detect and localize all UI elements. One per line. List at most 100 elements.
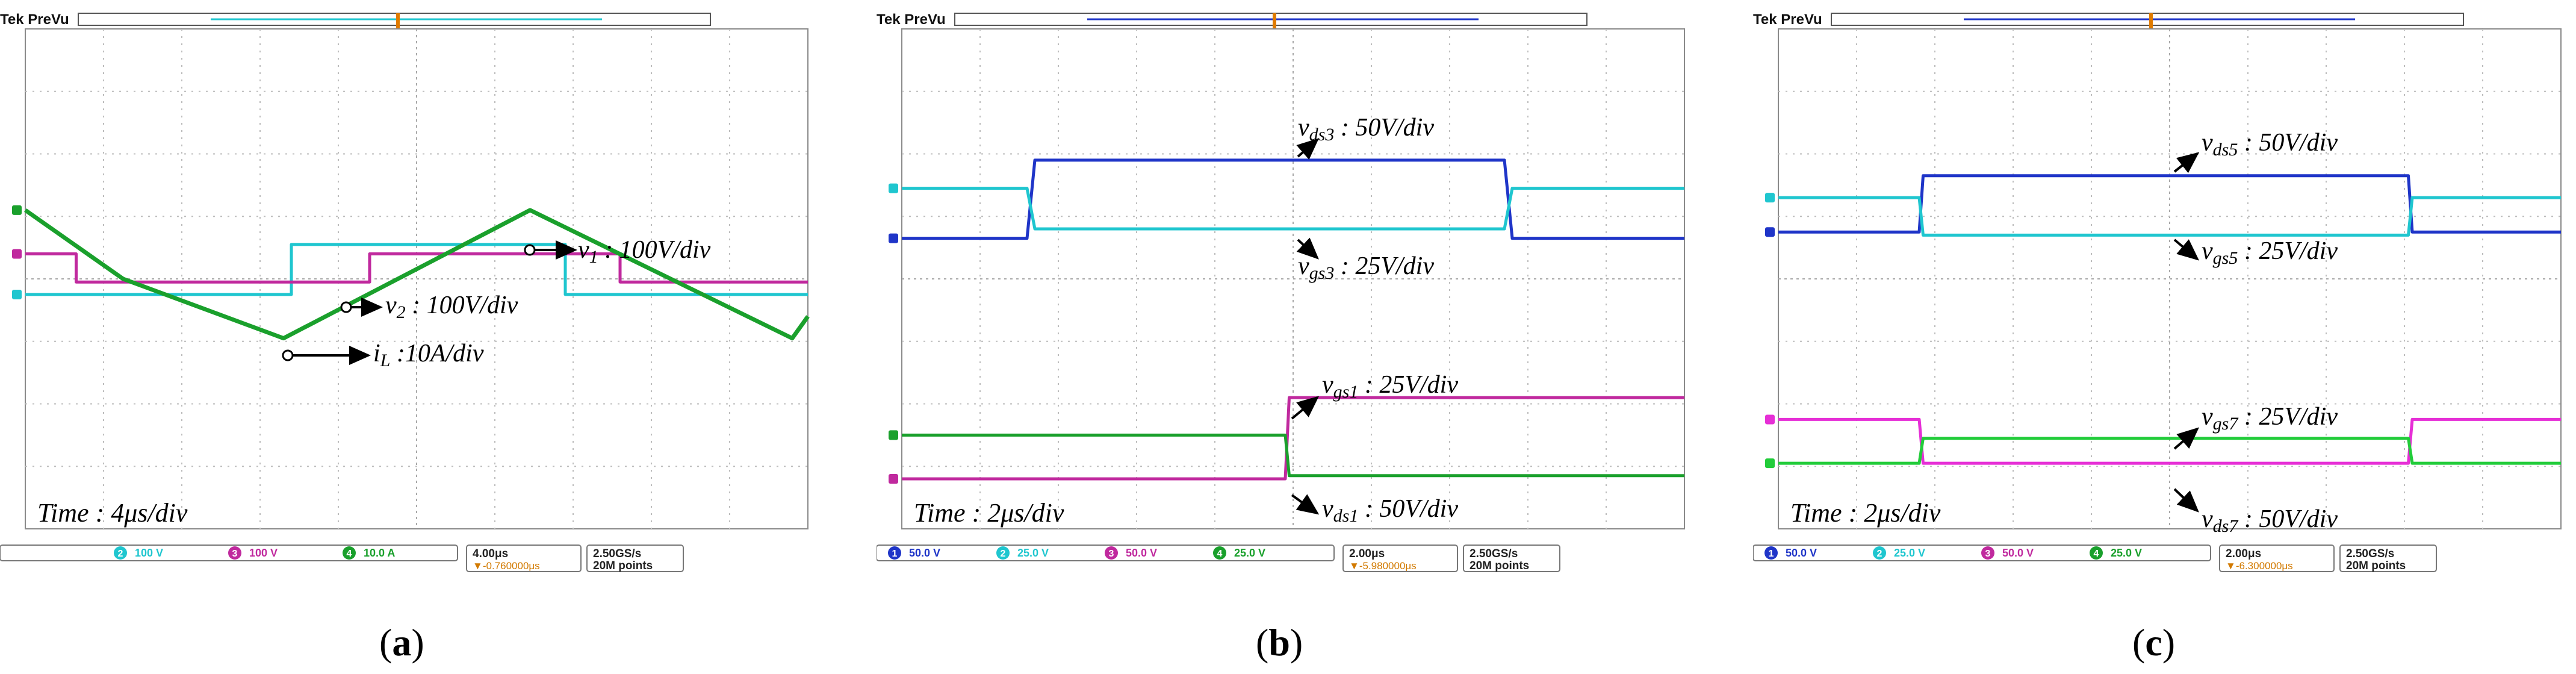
sample-rate-box	[1463, 545, 1560, 572]
channel-scale: 10.0 A	[364, 547, 395, 559]
time-per-div-label: Time : 4μs/div	[37, 498, 188, 528]
annotation-label: vds5 : 50V/div	[2202, 129, 2338, 160]
annotation-label: iL :10A/div	[373, 340, 484, 370]
annotation-dot	[282, 349, 294, 361]
caption-a: (a)	[379, 621, 424, 664]
scope-panel-c: Tek PreVu vds5 : 50V/div vgs5 : 25V/div vgs…	[1753, 0, 2562, 674]
channel-scale: 50.0 V	[2002, 547, 2034, 559]
channel-number: 4	[347, 549, 352, 559]
sample-rate: 2.50GS/s	[2346, 548, 2394, 560]
annotation-label: v2 : 100V/div	[385, 292, 518, 322]
record-length: 20M points	[2346, 560, 2406, 572]
annotation-label: vds1 : 50V/div	[1322, 495, 1458, 526]
annotation-arrow	[2173, 488, 2199, 513]
annotation-arrow	[2173, 239, 2200, 261]
annotation-label: vgs1 : 25V/div	[1322, 371, 1458, 402]
channel-number: 3	[1109, 549, 1114, 559]
channel-badge	[888, 546, 901, 560]
annotation-arrow	[1291, 396, 1320, 420]
channel-marker-v1	[12, 289, 22, 299]
channel-badge	[114, 546, 127, 560]
timebase-box	[466, 545, 582, 572]
header-text: Tek PreVu	[877, 11, 946, 28]
trace-vds1	[902, 433, 1684, 478]
channel-number: 2	[118, 549, 123, 559]
trace-vds3	[902, 158, 1684, 240]
trigger-offset: ▼-6.300000μs	[2226, 560, 2293, 572]
timebase-box	[1342, 545, 1458, 572]
annotation-arrow	[1296, 237, 1319, 260]
trace-vgs5	[1778, 196, 2561, 237]
channel-scale: 25.0 V	[1234, 547, 1265, 559]
trace-v1	[25, 243, 808, 296]
timebase-value: 2.00μs	[2226, 548, 2261, 560]
channel-marker-vds1	[889, 430, 898, 440]
annotation-label: vgs7 : 25V/div	[2202, 403, 2338, 434]
channel-number: 1	[1769, 549, 1774, 559]
timebase-value: 4.00μs	[473, 548, 508, 560]
trigger-position-marker	[1273, 13, 1276, 30]
channel-scale: 25.0 V	[2111, 547, 2142, 559]
trace-vgs3	[902, 187, 1684, 231]
channel-badge	[1764, 546, 1778, 560]
scope-screen-b: Tek PreVu vds3 : 50V/div vgs3 : 25V/div vgs…	[877, 11, 1685, 572]
scope-panel-a: Tek PreVu v1 : 100V/div v2 : 100V/div iL :1…	[0, 0, 810, 674]
trace-vgs1	[902, 396, 1684, 481]
trace-iL	[23, 208, 810, 341]
annotation-label: vgs5 : 25V/div	[2202, 237, 2338, 268]
channel-scale: 50.0 V	[909, 547, 940, 559]
channel-badge	[1105, 546, 1118, 560]
trigger-position-marker	[2149, 13, 2153, 30]
annotation-dot	[524, 244, 536, 256]
annotation-label: vgs3 : 25V/div	[1298, 252, 1434, 283]
channel-badge	[996, 546, 1010, 560]
channel-badge	[2090, 546, 2103, 560]
channel-number: 2	[1877, 549, 1882, 559]
sample-rate: 2.50GS/s	[593, 548, 641, 560]
trace-v2	[25, 252, 808, 284]
trigger-position-marker	[396, 13, 400, 30]
time-per-div-label: Time : 2μs/div	[914, 498, 1064, 528]
time-per-div-label: Time : 2μs/div	[1790, 498, 1941, 528]
annotation-arrow	[2173, 427, 2200, 450]
channel-scale: 50.0 V	[1786, 547, 1817, 559]
caption-c: (c)	[2132, 621, 2176, 664]
channel-number: 4	[1217, 549, 1223, 559]
channel-marker-vgs7	[1765, 414, 1775, 425]
sample-rate-box	[586, 545, 684, 572]
channel-scale: 25.0 V	[1894, 547, 1925, 559]
channel-scale: 100 V	[249, 547, 278, 559]
trigger-offset: ▼-0.760000μs	[473, 560, 540, 572]
trigger-offset: ▼-5.980000μs	[1349, 560, 1417, 572]
channel-marker-v2	[12, 249, 22, 259]
annotation-arrow	[2173, 152, 2200, 173]
annotation-arrow	[1296, 138, 1320, 160]
annotation-dot	[340, 301, 352, 313]
channel-badge	[1213, 546, 1226, 560]
channel-number: 1	[892, 549, 898, 559]
annotation-label: vds3 : 50V/div	[1298, 114, 1434, 145]
channel-scale: 100 V	[135, 547, 163, 559]
header-text: Tek PreVu	[0, 11, 69, 28]
annotation-label: v1 : 100V/div	[578, 236, 711, 267]
channel-marker-vgs1	[889, 474, 898, 484]
channel-badge	[1981, 546, 1994, 560]
channel-number: 2	[1001, 549, 1006, 559]
channel-marker-vgs3	[889, 183, 898, 193]
channel-number: 3	[1985, 549, 1991, 559]
header-text: Tek PreVu	[1753, 11, 1822, 28]
record-length: 20M points	[593, 560, 653, 572]
channel-marker-vds5	[1765, 227, 1775, 237]
scope-panel-b: Tek PreVu vds3 : 50V/div vgs3 : 25V/div vgs…	[877, 0, 1685, 674]
channel-badge	[1873, 546, 1886, 560]
trace-vds7	[1778, 437, 2561, 465]
channel-marker-vgs5	[1765, 193, 1775, 203]
channel-number: 4	[2094, 549, 2099, 559]
scope-screen-a: Tek PreVu v1 : 100V/div v2 : 100V/div iL :1…	[0, 11, 810, 572]
channel-number: 3	[232, 549, 238, 559]
timebase-box	[2219, 545, 2335, 572]
channel-badge	[343, 546, 356, 560]
timebase-value: 2.00μs	[1349, 548, 1385, 560]
channel-marker-vds7	[1765, 458, 1775, 469]
caption-b: (b)	[1256, 621, 1303, 664]
